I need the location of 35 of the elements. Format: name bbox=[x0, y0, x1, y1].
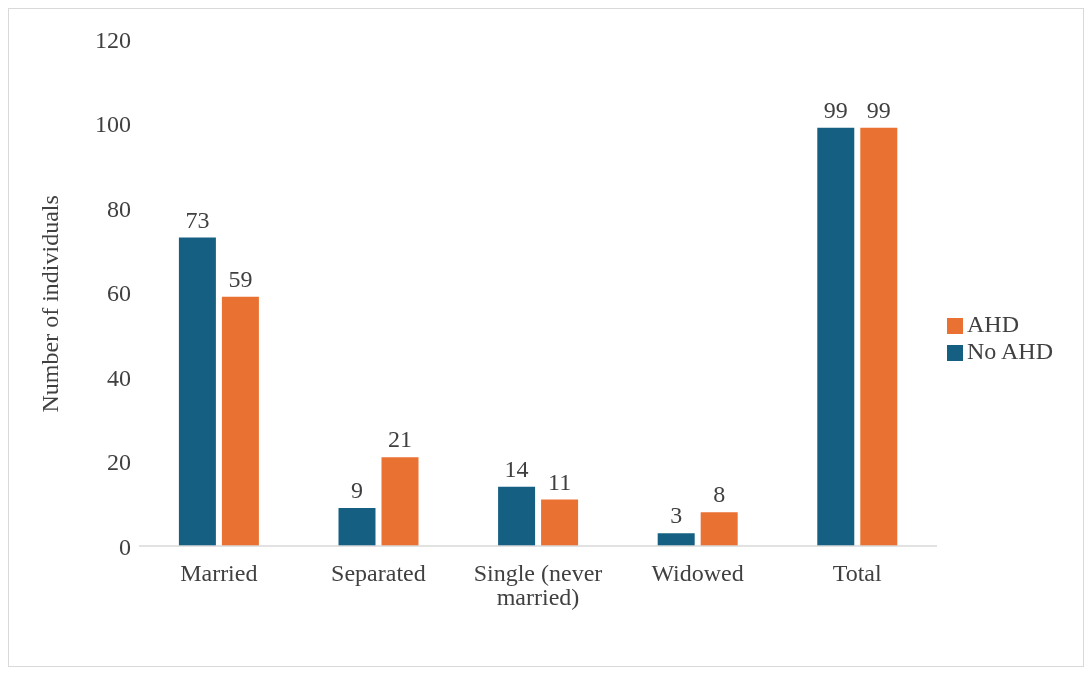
bar bbox=[178, 237, 216, 546]
bar bbox=[498, 486, 536, 546]
data-label: 99 bbox=[823, 96, 848, 123]
data-label: 14 bbox=[504, 455, 529, 482]
bar bbox=[657, 533, 695, 546]
data-label: 8 bbox=[713, 481, 726, 508]
legend-label: No AHD bbox=[966, 337, 1053, 364]
bar bbox=[860, 127, 898, 546]
data-label: 59 bbox=[228, 265, 253, 292]
data-label: 11 bbox=[548, 468, 572, 495]
data-label: 21 bbox=[388, 426, 412, 453]
bar bbox=[338, 507, 376, 546]
data-label: 9 bbox=[351, 476, 363, 503]
data-label: 3 bbox=[670, 502, 683, 529]
legend-label: AHD bbox=[966, 310, 1019, 337]
x-tick-label: Single (never married) bbox=[473, 560, 603, 611]
y-axis-title: Number of individuals bbox=[36, 195, 63, 413]
y-tick-label: 20 bbox=[107, 449, 131, 476]
y-tick-label: 0 bbox=[119, 533, 131, 560]
bar bbox=[381, 457, 419, 546]
bar bbox=[817, 127, 855, 546]
bar bbox=[700, 512, 738, 546]
x-tick-label: Widowed bbox=[651, 560, 744, 587]
y-tick-label: 80 bbox=[107, 195, 131, 222]
data-label: 73 bbox=[185, 206, 210, 233]
x-tick-label: Total bbox=[832, 560, 882, 587]
bar bbox=[221, 296, 259, 546]
y-tick-label: 40 bbox=[107, 364, 131, 391]
y-tick-label: 120 bbox=[95, 26, 131, 53]
bar bbox=[541, 499, 579, 546]
y-tick-label: 100 bbox=[95, 111, 131, 138]
x-tick-label: Married bbox=[180, 560, 258, 587]
y-tick-label: 60 bbox=[107, 280, 131, 307]
data-label: 99 bbox=[866, 96, 891, 123]
x-tick-label: Separated bbox=[331, 560, 426, 587]
